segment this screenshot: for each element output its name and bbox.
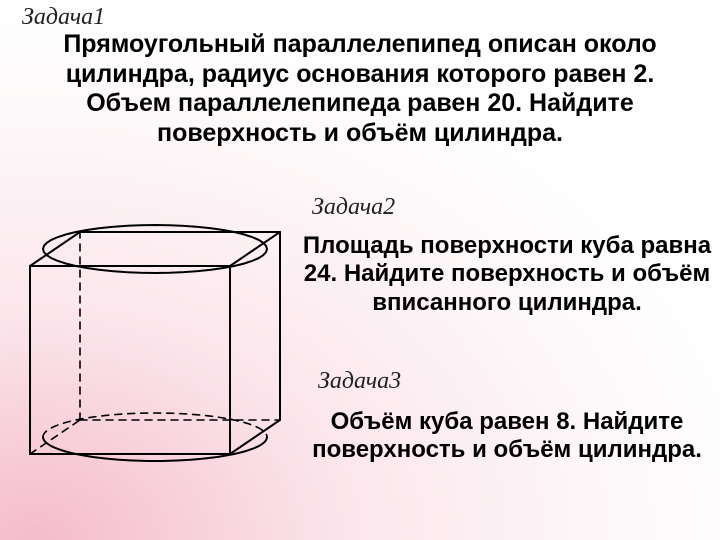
task1-label: Задача1 xyxy=(22,4,105,31)
task1-body: Прямоугольный параллелепипед описан окол… xyxy=(20,30,700,148)
task3-body: Объём куба равен 8. Найдите поверхность … xyxy=(302,408,712,465)
cube-cylinder-diagram xyxy=(6,190,296,495)
task2-body: Площадь поверхности куба равна 24. Найди… xyxy=(302,232,712,317)
task2-label: Задача2 xyxy=(312,194,395,221)
task3-label: Задача3 xyxy=(318,368,401,395)
